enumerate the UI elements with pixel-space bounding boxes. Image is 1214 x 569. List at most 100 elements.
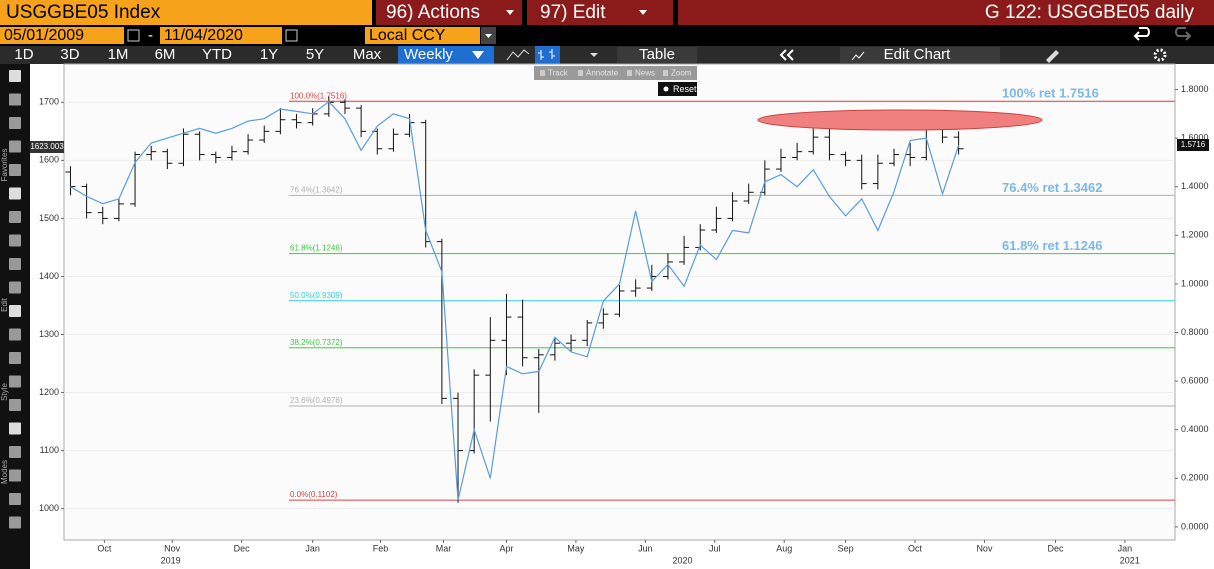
tool-icon [540, 70, 545, 76]
window-title: G 122: USGGBE05 daily [985, 2, 1195, 23]
calendar-icon[interactable] [127, 29, 140, 42]
x-tick-label: May [567, 543, 585, 553]
tool-icon[interactable] [9, 328, 21, 341]
period-button[interactable]: 1Y [260, 46, 278, 63]
start-date: 05/01/2009 [4, 27, 84, 44]
period-button[interactable]: Max [353, 46, 382, 63]
y-tick-label: 1000 [39, 503, 59, 513]
x-tick-label: Aug [776, 543, 792, 553]
dropdown-arrow[interactable] [590, 53, 598, 57]
period-button[interactable]: YTD [202, 46, 232, 63]
actions-label: 96) Actions [386, 2, 480, 23]
y2-tick-label: 1.4000 [1181, 181, 1209, 191]
y2-tick-label: 1.8000 [1181, 84, 1209, 94]
edit-button[interactable] [527, 0, 673, 25]
x-tick-label: Feb [373, 543, 389, 553]
y2-tick-label: 1.2000 [1181, 230, 1209, 240]
tool-icon[interactable] [9, 281, 21, 294]
tool-icon[interactable] [9, 234, 21, 247]
y2-tick-label: 0.8000 [1181, 327, 1209, 337]
edit-chart-button[interactable] [840, 47, 1000, 63]
tool-icon[interactable] [9, 164, 21, 176]
x-tick-label: Jan [305, 543, 320, 553]
line-chart-icon[interactable] [506, 49, 530, 61]
end-date-box[interactable] [160, 27, 282, 44]
tool-icon[interactable] [9, 446, 21, 458]
tool-icon[interactable] [9, 493, 21, 505]
reset-button[interactable] [658, 82, 697, 96]
frequency: Weekly [404, 46, 453, 63]
period-button[interactable]: 1M [108, 46, 129, 63]
period-button[interactable]: 1D [14, 46, 33, 63]
end-date: 11/04/2020 [164, 27, 243, 44]
start-date-box[interactable] [0, 27, 124, 44]
tool-icon[interactable] [9, 352, 21, 364]
currency-box[interactable] [365, 27, 480, 44]
bar-chart-icon [538, 49, 555, 60]
period-button[interactable]: 5Y [306, 46, 324, 63]
highlight-ellipse [757, 109, 1043, 131]
dropdown-arrow [485, 34, 492, 38]
tool-icon[interactable] [9, 211, 21, 223]
fib-label: 50.0%(0.9309) [290, 291, 343, 300]
table-label: Table [639, 46, 675, 63]
tool-icon [663, 70, 668, 76]
sidebar-label: Modes [0, 460, 9, 484]
plot: 1000 1100 1200 1300 1400 1500 1600 1700 0.0000 0.… [30, 84, 1209, 565]
tool-icon[interactable] [9, 399, 21, 411]
currency: Local CCY [369, 27, 446, 44]
x-tick-label: Oct [908, 543, 923, 553]
tool-icon[interactable] [9, 305, 21, 317]
tool-icon[interactable] [9, 140, 21, 153]
toolbar [0, 46, 1214, 64]
tool-button[interactable]: News [635, 69, 655, 78]
edit-chart-icon [851, 51, 865, 61]
year-label: 2020 [672, 555, 692, 565]
undo-icon[interactable] [1133, 27, 1150, 41]
tool-icon[interactable] [9, 187, 21, 200]
bar-chart-icon-box[interactable] [535, 46, 560, 64]
ticker-box[interactable] [0, 0, 372, 25]
pen-icon[interactable] [1046, 50, 1059, 63]
tool-button[interactable]: Zoom [671, 69, 692, 78]
frequency-box[interactable] [398, 46, 494, 64]
tool-icon[interactable] [9, 93, 21, 106]
year-label: 2021 [1120, 555, 1140, 565]
y2-tick-label: 0.6000 [1181, 375, 1209, 385]
x-tick-label: Jul [709, 543, 721, 553]
ticker: USGGBE05 Index [6, 2, 161, 23]
last-value-box [30, 141, 64, 154]
table-button[interactable] [617, 47, 697, 63]
calendar-icon[interactable] [285, 29, 298, 42]
edit-chart-label: Edit Chart [884, 46, 952, 63]
fib-label: 100.0%(1.7516) [290, 91, 347, 100]
tool-icon[interactable] [9, 117, 21, 129]
period-buttons: 1D 3D 1M 6M YTD 1Y 5Y Max [14, 46, 381, 63]
last-value: 1.5716 [1181, 140, 1206, 149]
chart-tools [534, 66, 697, 80]
year-label: 2019 [161, 555, 181, 565]
y-tick-label: 1600 [39, 155, 59, 165]
actions-button[interactable] [376, 0, 522, 25]
x-tick-label: Sep [838, 543, 854, 553]
annotation: 100% ret 1.7516 [1002, 86, 1099, 101]
tool-button[interactable]: Annotate [586, 69, 619, 78]
tool-icon[interactable] [9, 70, 21, 82]
tool-icon[interactable] [9, 375, 21, 388]
tool-icon[interactable] [9, 422, 21, 435]
tool-icon[interactable] [9, 516, 21, 529]
y-tick-label: 1700 [39, 97, 59, 107]
reset-label: Reset [673, 84, 697, 94]
period-button[interactable]: 6M [155, 46, 176, 63]
title-bar [678, 0, 1214, 25]
tool-icon[interactable] [9, 258, 21, 270]
redo-icon[interactable] [1175, 27, 1192, 41]
fib-label: 61.8%(1.1246) [290, 244, 343, 253]
period-button[interactable]: 3D [60, 46, 79, 63]
settings-icon[interactable] [1153, 48, 1167, 62]
tool-icon[interactable] [9, 469, 21, 482]
sidebar-label: Edit [0, 297, 9, 312]
last-value: 1623.003 [30, 142, 64, 151]
collapse-icon[interactable] [779, 49, 794, 61]
tool-button[interactable]: Track [548, 69, 569, 78]
